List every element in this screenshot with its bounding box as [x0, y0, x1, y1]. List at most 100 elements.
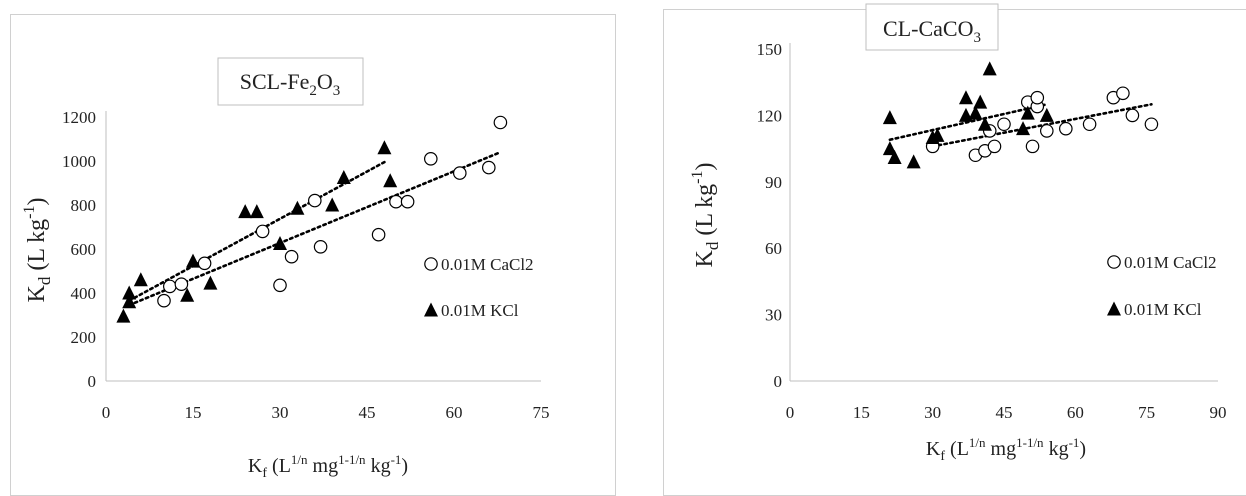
- data-point-kcl: [383, 173, 398, 188]
- data-point-kcl: [958, 90, 973, 105]
- x-tick-label: 0: [102, 403, 111, 422]
- data-point-kcl: [203, 275, 218, 290]
- data-point-kcl: [906, 154, 921, 169]
- legend-label: 0.01M CaCl2: [441, 255, 534, 274]
- data-point-kcl: [973, 94, 988, 109]
- y-tick-label: 0: [774, 372, 783, 391]
- data-point-kcl: [977, 116, 992, 131]
- data-point-cacl2: [400, 194, 415, 209]
- data-point-cacl2: [197, 256, 212, 271]
- legend-label: 0.01M KCl: [441, 301, 519, 320]
- data-point-cacl2: [273, 278, 287, 293]
- data-point-cacl2: [423, 152, 438, 166]
- trendline-cacl2: [127, 150, 502, 307]
- data-point-cacl2: [313, 240, 328, 254]
- x-tick-label: 75: [1138, 403, 1155, 422]
- data-point-kcl: [968, 105, 983, 120]
- data-point-cacl2: [1030, 90, 1045, 105]
- data-point-cacl2: [255, 224, 270, 239]
- data-point-cacl2: [493, 115, 508, 130]
- data-point-kcl: [116, 308, 131, 323]
- data-point-kcl: [882, 110, 897, 125]
- trendline-kcl: [888, 103, 1049, 142]
- legend-marker: [424, 302, 438, 317]
- x-tick-label: 90: [1210, 403, 1227, 422]
- legend-marker: [1107, 301, 1121, 316]
- data-point-kcl: [336, 170, 351, 184]
- data-point-kcl: [377, 140, 392, 155]
- data-point-kcl: [1016, 121, 1031, 136]
- data-point-cacl2: [1082, 117, 1097, 132]
- x-axis-title: Kf (L1/n mg1-1/n kg-1): [926, 435, 1086, 464]
- data-point-cacl2: [452, 166, 467, 180]
- data-point-kcl: [133, 272, 148, 287]
- left-chart-panel: 0 15 30 45 60 75 0 200 400 600 800 1000 1200 SCL-Fe2O…: [0, 0, 620, 496]
- data-point-cacl2: [307, 193, 322, 208]
- left-chart-svg: 0 15 30 45 60 75 0 200 400 600 800 1000 1200 SCL-Fe2O…: [21, 57, 550, 481]
- data-point-kcl: [982, 61, 997, 76]
- data-point-kcl: [273, 236, 287, 250]
- y-tick-label: 200: [71, 328, 97, 347]
- data-point-kcl: [290, 200, 305, 215]
- right-chart-svg: 0 15 30 45 60 75 90 0 30 60 90 120 150 CL-CaCO3 0.01M …: [689, 3, 1227, 464]
- x-tick-label: 15: [853, 403, 870, 422]
- data-point-kcl: [325, 197, 340, 212]
- y-tick-label: 90: [765, 173, 782, 192]
- x-tick-label: 30: [924, 403, 941, 422]
- data-point-cacl2: [174, 277, 189, 291]
- data-point-kcl: [180, 287, 195, 302]
- y-tick-label: 1200: [62, 108, 96, 127]
- data-point-cacl2: [987, 139, 1002, 154]
- x-tick-label: 60: [446, 403, 463, 422]
- data-point-kcl: [1020, 105, 1035, 120]
- right-chart-panel: 0 15 30 45 60 75 90 0 30 60 90 120 150 CL-CaCO3 0.01M …: [620, 0, 1246, 496]
- data-point-kcl: [882, 141, 897, 156]
- legend-marker: [424, 257, 438, 271]
- x-tick-label: 15: [185, 403, 202, 422]
- data-point-kcl: [958, 107, 973, 122]
- y-tick-label: 600: [71, 240, 97, 259]
- legend-label: 0.01M CaCl2: [1124, 253, 1217, 272]
- data-point-cacl2: [481, 160, 496, 175]
- data-point-kcl: [887, 149, 902, 164]
- data-point-cacl2: [389, 194, 403, 209]
- data-point-kcl: [238, 204, 253, 219]
- data-point-cacl2: [1025, 139, 1040, 154]
- chart-title-box: [217, 57, 364, 106]
- data-point-cacl2: [1059, 121, 1073, 136]
- y-tick-label: 800: [71, 196, 97, 215]
- y-axis-title: Kd (L kg-1): [21, 198, 54, 303]
- x-tick-label: 30: [272, 403, 289, 422]
- y-axis-title: Kd (L kg-1): [689, 163, 722, 268]
- y-tick-label: 120: [757, 106, 783, 125]
- data-point-cacl2: [1116, 86, 1130, 101]
- data-point-cacl2: [371, 227, 386, 242]
- x-tick-label: 45: [996, 403, 1013, 422]
- data-point-cacl2: [1039, 124, 1054, 138]
- data-point-cacl2: [1125, 108, 1140, 123]
- x-tick-label: 60: [1067, 403, 1084, 422]
- x-tick-label: 75: [533, 403, 550, 422]
- chart-title: SCL-Fe2O3: [240, 69, 341, 99]
- legend-marker: [1107, 255, 1121, 269]
- data-point-cacl2: [997, 117, 1011, 132]
- chart-title: CL-CaCO3: [883, 16, 981, 46]
- data-point-kcl: [122, 294, 137, 309]
- x-axis-title: Kf (L1/n mg1-1/n kg-1): [248, 452, 408, 481]
- y-tick-label: 1000: [62, 152, 96, 171]
- data-point-cacl2: [1144, 117, 1159, 132]
- x-tick-label: 45: [359, 403, 376, 422]
- y-tick-label: 0: [88, 372, 97, 391]
- chart-title-box: [865, 3, 999, 51]
- data-point-cacl2: [157, 293, 171, 308]
- y-tick-label: 150: [757, 40, 783, 59]
- data-point-cacl2: [284, 249, 299, 264]
- data-point-kcl: [930, 127, 945, 142]
- legend-label: 0.01M KCl: [1124, 300, 1202, 319]
- data-point-kcl: [249, 204, 264, 219]
- y-tick-label: 400: [71, 284, 97, 303]
- y-tick-label: 30: [765, 306, 782, 325]
- data-point-kcl: [186, 253, 200, 268]
- data-point-kcl: [122, 285, 137, 300]
- x-tick-label: 0: [786, 403, 795, 422]
